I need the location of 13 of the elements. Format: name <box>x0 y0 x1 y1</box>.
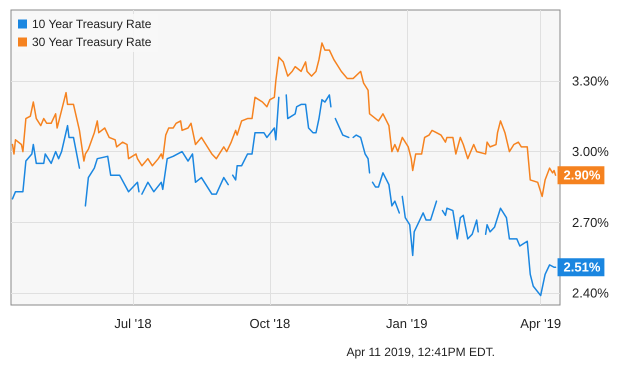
x-tick-label: Oct '18 <box>249 316 290 331</box>
y-tick-label: 3.30% <box>572 73 610 88</box>
x-tick-label: Apr '19 <box>520 316 562 331</box>
x-tick-label: Jan '19 <box>386 316 428 331</box>
data-label: 2.51% <box>564 260 601 275</box>
legend-label: 30 Year Treasury Rate <box>32 35 152 49</box>
x-tick-label: Jul '18 <box>114 316 152 331</box>
text: Apr 11 2019, 12:41PM EDT. <box>346 345 495 359</box>
y-tick-label: 3.00% <box>572 144 610 160</box>
y-tick-label: 2.40% <box>572 286 610 301</box>
data-label: 2.90% <box>564 168 601 183</box>
y-tick-label: 2.70% <box>572 214 610 230</box>
legend-label: 10 Year Treasury Rate <box>32 17 152 31</box>
